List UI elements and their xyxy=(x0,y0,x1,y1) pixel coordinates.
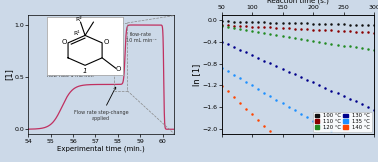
X-axis label: Experimental time (min.): Experimental time (min.) xyxy=(57,146,145,152)
Y-axis label: ln [1]: ln [1] xyxy=(192,63,201,86)
X-axis label: Reaction time (s.): Reaction time (s.) xyxy=(267,0,329,4)
Text: Flow rate step-change
applied: Flow rate step-change applied xyxy=(74,87,129,121)
Text: flow-rate
10 mL min⁻¹: flow-rate 10 mL min⁻¹ xyxy=(126,32,157,43)
Legend: 100 °C, 110 °C, 120 °C, 130 °C, 135 °C, 140 °C: 100 °C, 110 °C, 120 °C, 130 °C, 135 °C, … xyxy=(313,112,372,132)
Text: flow-rate 1 mL min⁻¹: flow-rate 1 mL min⁻¹ xyxy=(47,73,99,78)
Y-axis label: [1]: [1] xyxy=(4,69,13,81)
